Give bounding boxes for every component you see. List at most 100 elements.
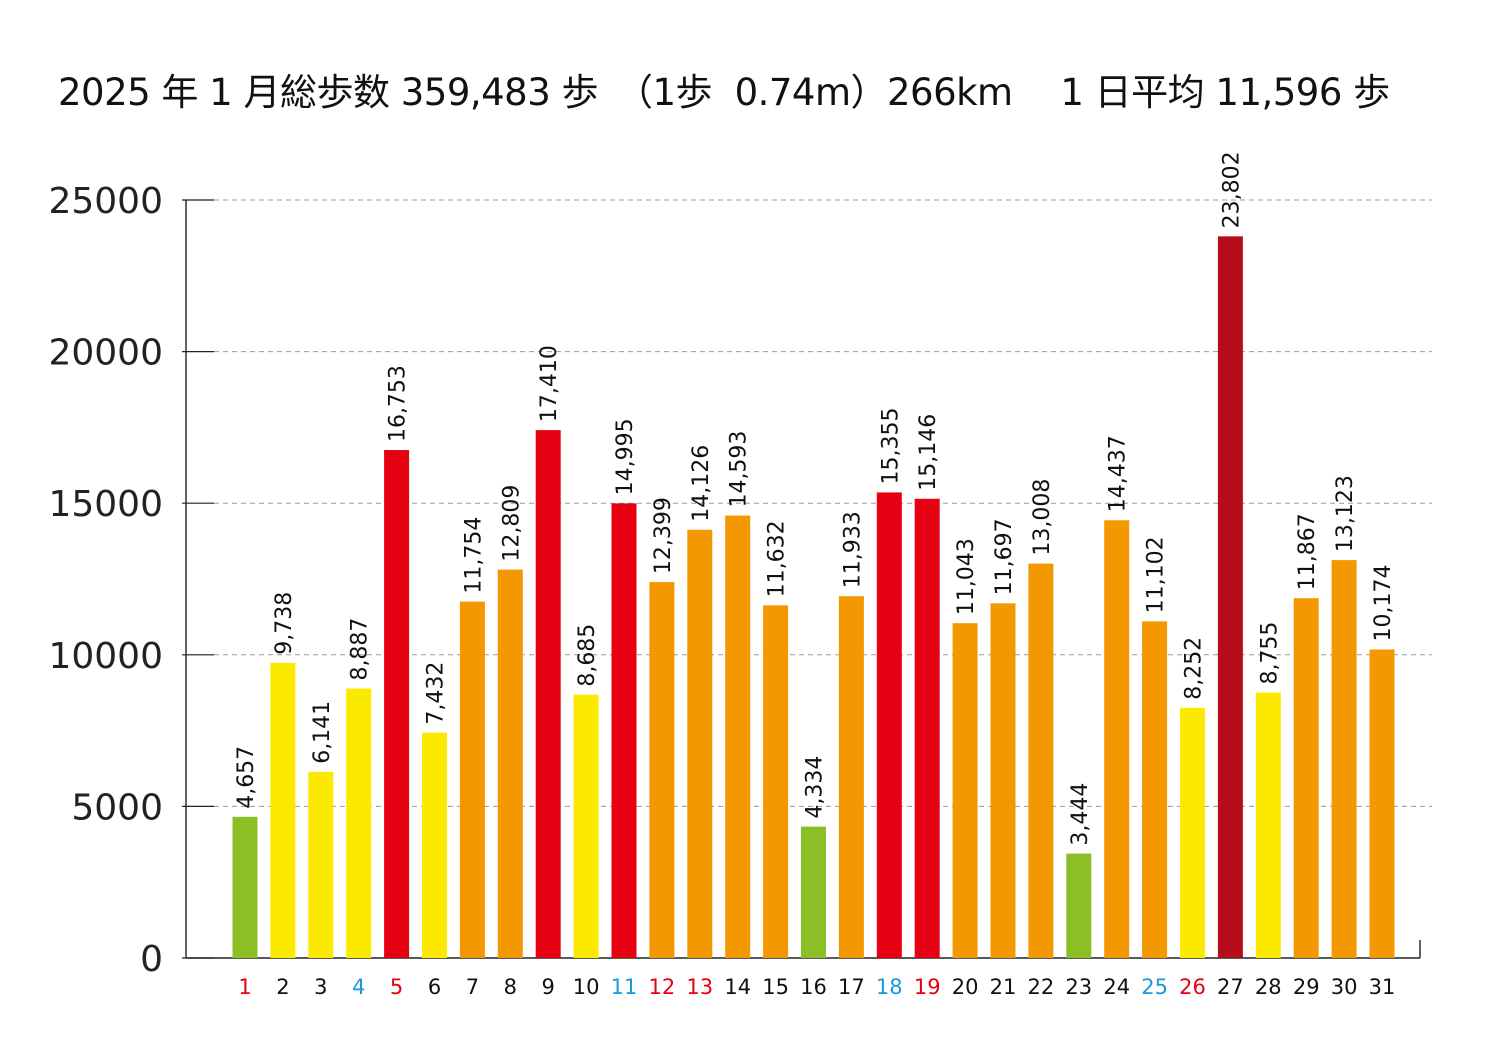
bar <box>346 688 372 958</box>
bar <box>535 430 561 959</box>
x-tick-label: 24 <box>1103 975 1130 999</box>
data-label: 16,753 <box>386 365 411 442</box>
data-label: 11,632 <box>765 520 790 597</box>
x-tick-label: 18 <box>876 975 903 999</box>
x-tick-label: 14 <box>724 975 751 999</box>
data-label: 3,444 <box>1068 783 1093 846</box>
data-label: 15,355 <box>878 407 903 484</box>
x-tick-label: 1 <box>238 975 251 999</box>
data-label: 11,867 <box>1295 513 1320 590</box>
bar <box>1217 236 1243 958</box>
bar <box>1180 707 1205 958</box>
data-label: 23,802 <box>1219 151 1244 228</box>
bar <box>1028 563 1054 958</box>
x-tick-label: 26 <box>1179 975 1206 999</box>
bar <box>422 732 447 958</box>
x-tick-label: 19 <box>914 975 941 999</box>
x-tick-label: 10 <box>573 975 600 999</box>
y-tick-label: 0 <box>140 939 163 980</box>
x-tick-label: 8 <box>504 975 517 999</box>
data-label: 8,685 <box>575 624 600 687</box>
bar <box>1331 560 1357 958</box>
bar <box>384 450 410 958</box>
data-label: 4,334 <box>803 756 828 819</box>
bar <box>232 816 258 958</box>
data-label: 13,123 <box>1333 475 1358 552</box>
bar <box>990 603 1016 958</box>
y-tick-label: 10000 <box>48 636 163 677</box>
bar <box>952 623 978 958</box>
data-label: 4,657 <box>234 746 259 809</box>
bar <box>801 826 826 958</box>
x-tick-label: 23 <box>1065 975 1092 999</box>
x-tick-label: 20 <box>952 975 979 999</box>
bar <box>497 569 523 958</box>
bar <box>1142 621 1168 958</box>
x-tick-label: 11 <box>611 975 638 999</box>
x-tick-label: 15 <box>762 975 789 999</box>
x-tick-label: 4 <box>352 975 365 999</box>
chart-title: 2025 年 1 月総歩数 359,483 歩 （1歩 0.74m）266km … <box>58 71 1390 114</box>
data-label: 6,141 <box>310 701 335 764</box>
x-tick-label: 25 <box>1141 975 1168 999</box>
x-tick-label: 27 <box>1217 975 1244 999</box>
data-label: 11,697 <box>992 518 1017 595</box>
x-tick-label: 2 <box>276 975 289 999</box>
data-label: 9,738 <box>272 592 297 655</box>
data-label: 10,174 <box>1371 565 1396 642</box>
x-tick-label: 12 <box>649 975 676 999</box>
bar <box>308 771 334 958</box>
y-tick-label: 20000 <box>48 333 163 374</box>
data-label: 13,008 <box>1030 479 1055 556</box>
bar <box>1255 692 1281 958</box>
bar <box>763 605 789 958</box>
data-label: 8,887 <box>348 618 373 681</box>
bars <box>232 236 1395 959</box>
x-tick-label: 5 <box>390 975 403 999</box>
bar <box>838 596 864 958</box>
x-tick-label: 30 <box>1331 975 1358 999</box>
x-tick-label: 31 <box>1369 975 1396 999</box>
bar <box>1293 598 1319 958</box>
data-label: 11,102 <box>1144 536 1169 613</box>
data-label: 14,593 <box>727 431 752 508</box>
data-label: 12,399 <box>651 497 676 574</box>
y-tick-labels: 0 5000 10000 15000 20000 25000 <box>48 181 163 980</box>
x-tick-label: 6 <box>428 975 441 999</box>
bar <box>1066 853 1092 958</box>
data-label: 8,755 <box>1257 622 1282 685</box>
bar <box>459 601 485 958</box>
data-label: 7,432 <box>424 662 449 725</box>
bar <box>725 515 751 958</box>
x-tick-label: 3 <box>314 975 327 999</box>
y-tick-label: 25000 <box>48 181 163 222</box>
data-label: 12,809 <box>499 485 524 562</box>
data-label: 11,933 <box>840 511 865 588</box>
x-tick-label: 9 <box>542 975 555 999</box>
bar <box>687 529 713 958</box>
gridlines <box>214 199 1432 807</box>
x-tick-label: 29 <box>1293 975 1320 999</box>
x-tick-label: 13 <box>686 975 713 999</box>
x-tick-label: 22 <box>1028 975 1055 999</box>
x-tick-label: 7 <box>466 975 479 999</box>
x-tick-label: 28 <box>1255 975 1282 999</box>
data-label: 17,410 <box>537 345 562 422</box>
bar <box>649 582 675 958</box>
bar <box>573 694 599 958</box>
data-label: 14,437 <box>1106 435 1131 512</box>
bar <box>1104 520 1130 958</box>
data-label: 15,146 <box>916 414 941 491</box>
data-label: 14,995 <box>613 418 638 495</box>
data-label: 11,043 <box>954 538 979 615</box>
bar <box>1369 649 1395 958</box>
y-tick-label: 15000 <box>48 484 163 525</box>
data-label: 14,126 <box>689 445 714 522</box>
bar <box>876 492 902 958</box>
bar <box>611 503 637 958</box>
x-tick-label: 17 <box>838 975 865 999</box>
x-tick-labels: 1 2 3 4 5 6 7 8 9 10 11 12 13 14 15 16 17 18 19 20 21 22 23 24 2… <box>238 975 1395 999</box>
bar <box>914 498 940 958</box>
data-label: 8,252 <box>1182 637 1207 700</box>
